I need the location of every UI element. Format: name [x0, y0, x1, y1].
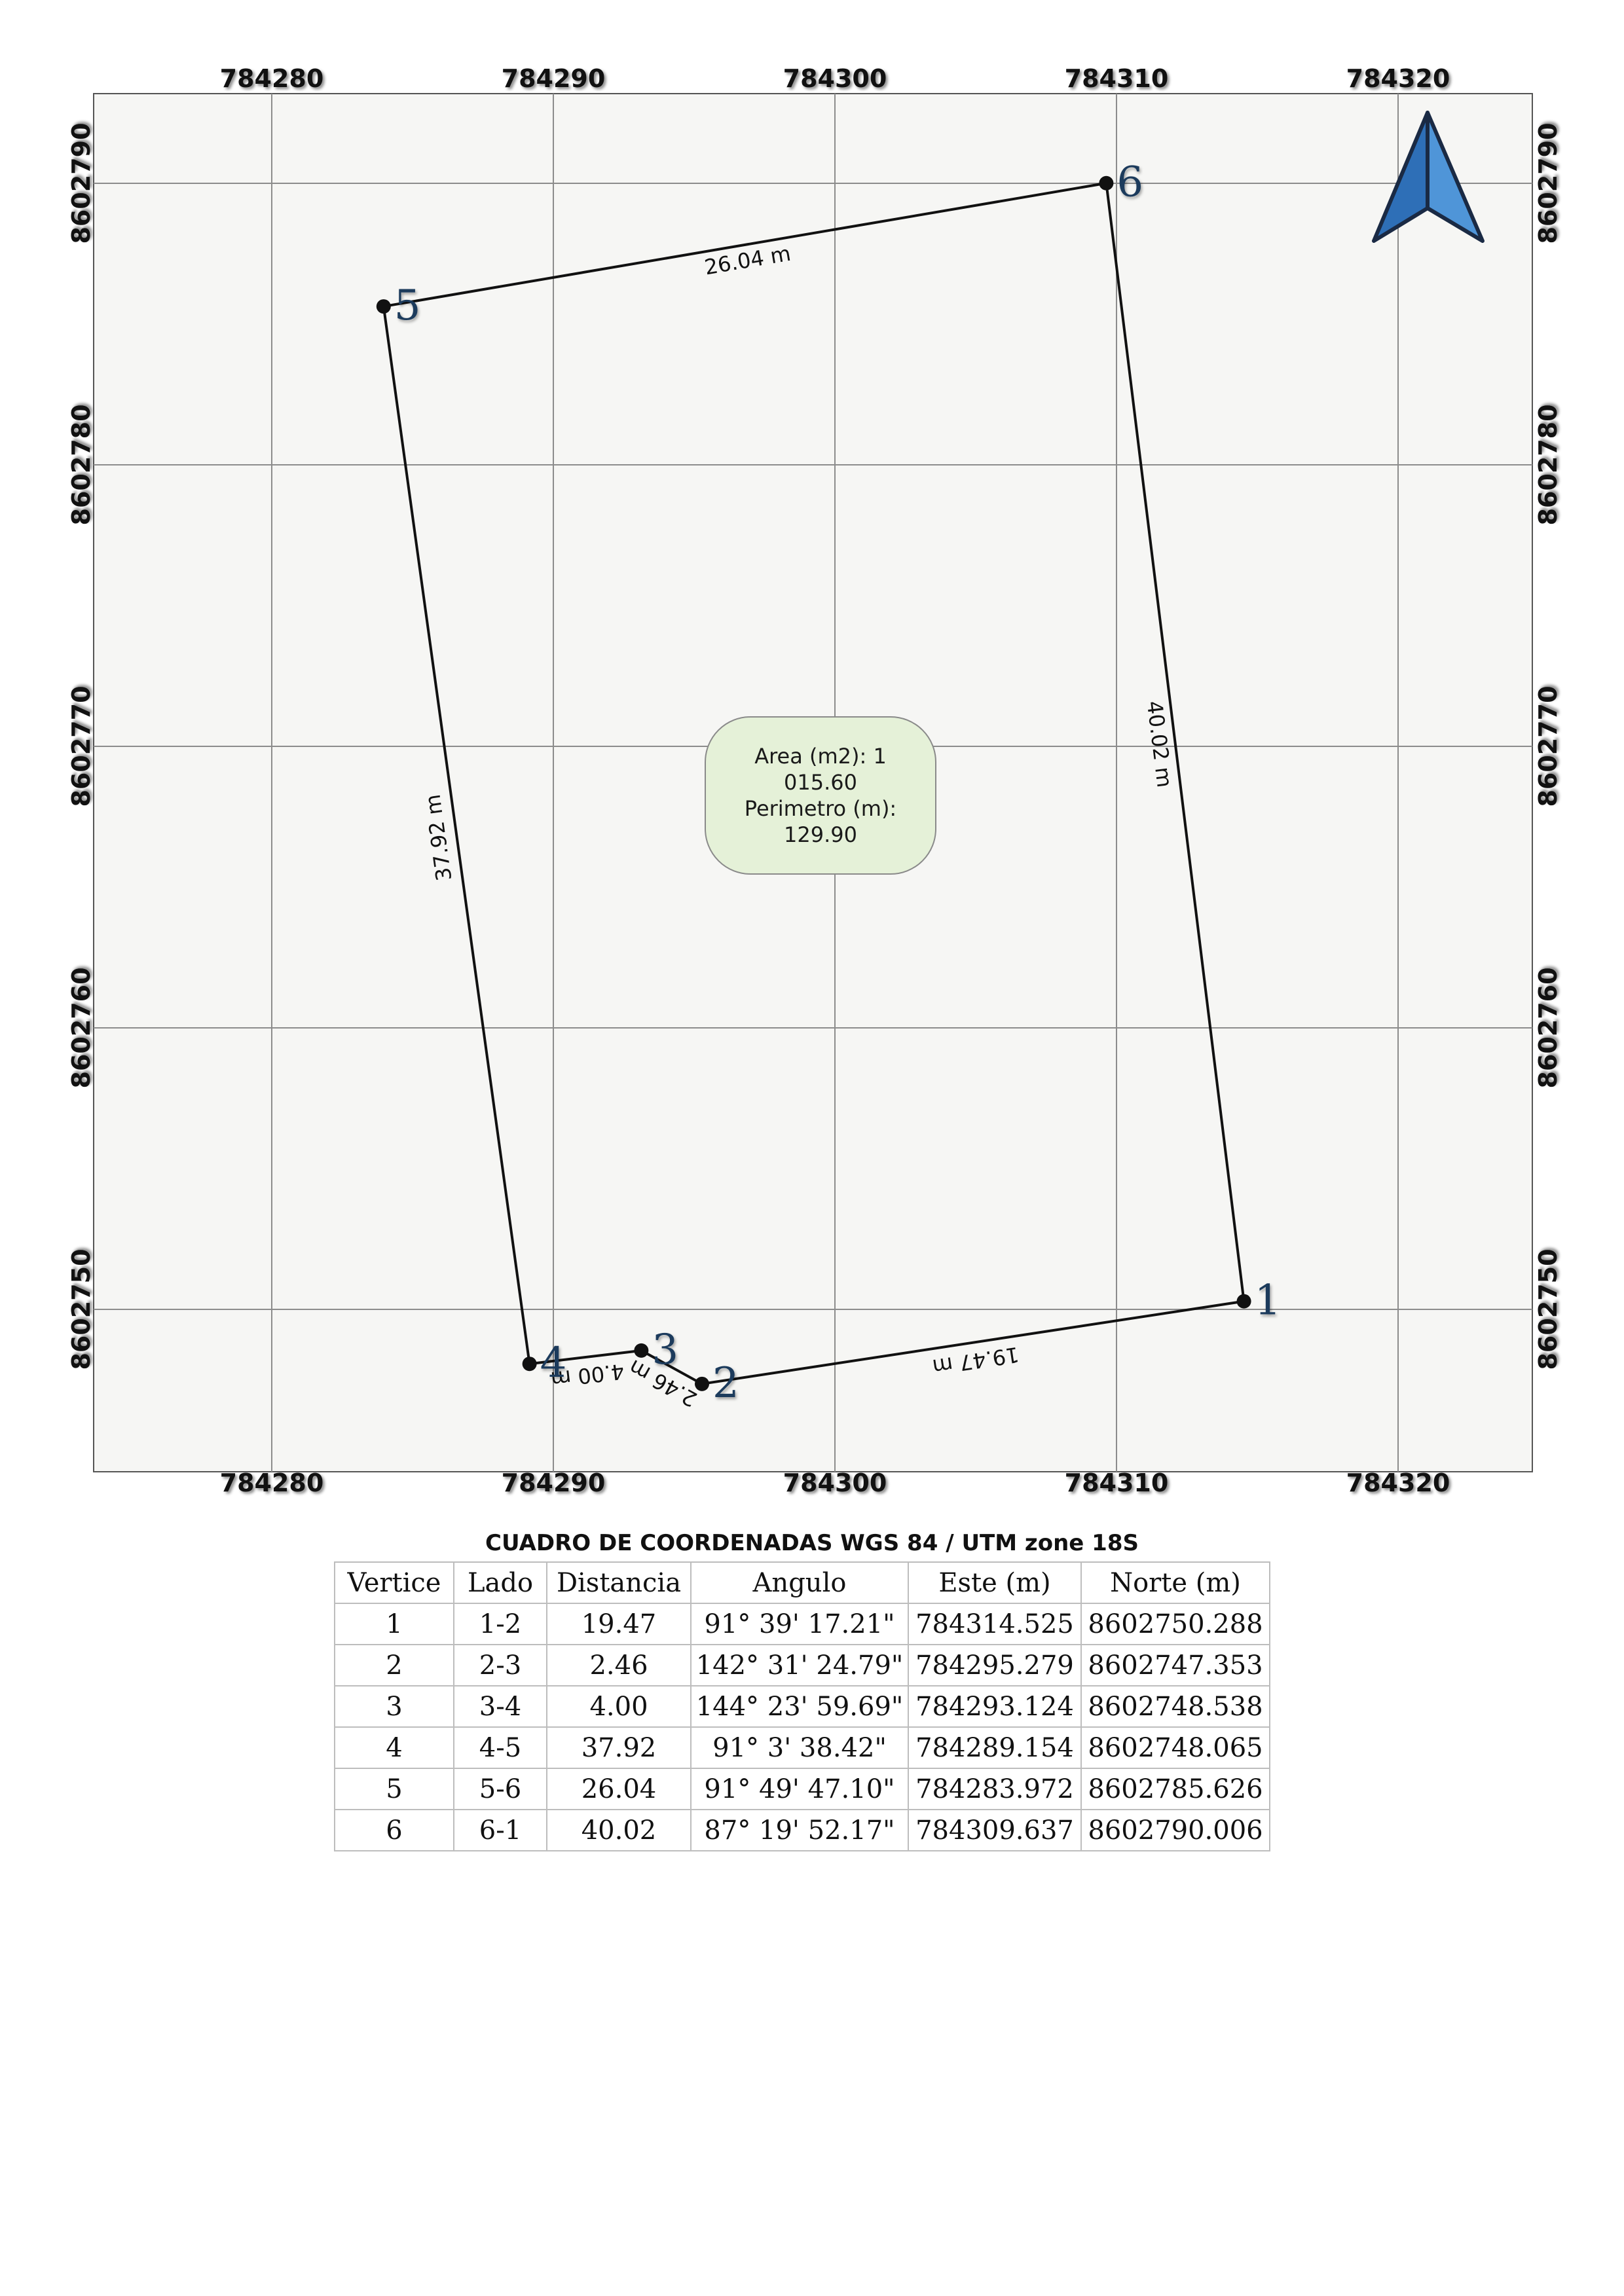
coordinates-table: Vertice Lado Distancia Angulo Este (m) N… — [334, 1561, 1270, 1851]
table-header-row: Vertice Lado Distancia Angulo Este (m) N… — [334, 1561, 1270, 1604]
cell-lado: 5-6 — [453, 1768, 547, 1810]
cell-distancia: 40.02 — [546, 1809, 692, 1851]
x-tick-label: 784310 — [1064, 1468, 1169, 1497]
vertex-point — [1236, 1294, 1251, 1309]
cell-norte: 8602790.006 — [1080, 1809, 1270, 1851]
vertex-label: 5 — [394, 282, 421, 330]
vertex-point — [1099, 175, 1114, 191]
header-vertice: Vertice — [334, 1561, 454, 1604]
header-angulo: Angulo — [690, 1561, 909, 1604]
north-arrow-icon — [1372, 111, 1485, 243]
cell-angulo: 142° 31' 24.79" — [690, 1644, 909, 1686]
cell-este: 784295.279 — [908, 1644, 1082, 1686]
y-tick-label: 8602770 — [1534, 685, 1562, 807]
cell-distancia: 4.00 — [546, 1685, 692, 1728]
table-row: 5 5-6 26.04 91° 49' 47.10" 784283.972 86… — [334, 1768, 1270, 1810]
vertex-point — [376, 299, 391, 314]
map-canvas: 19.47 m2.46 m4.00 m37.92 m26.04 m40.02 m… — [93, 93, 1533, 1472]
cell-vertice: 2 — [334, 1644, 454, 1686]
x-tick-label: 784280 — [219, 1468, 324, 1497]
cell-norte: 8602748.065 — [1080, 1726, 1270, 1769]
area-label-line2: 015.60 — [784, 770, 857, 795]
vertex-label: 1 — [1255, 1277, 1282, 1325]
perimeter-label-line1: Perimetro (m): — [744, 796, 897, 821]
x-tick-label: 784310 — [1064, 64, 1169, 93]
cell-lado: 3-4 — [453, 1685, 547, 1728]
table-row: 3 3-4 4.00 144° 23' 59.69" 784293.124 86… — [334, 1685, 1270, 1728]
header-distancia: Distancia — [546, 1561, 692, 1604]
header-norte: Norte (m) — [1080, 1561, 1270, 1604]
y-tick-label: 8602760 — [67, 967, 96, 1089]
cell-vertice: 5 — [334, 1768, 454, 1810]
cell-vertice: 4 — [334, 1726, 454, 1769]
header-este: Este (m) — [908, 1561, 1082, 1604]
table-row: 6 6-1 40.02 87° 19' 52.17" 784309.637 86… — [334, 1809, 1270, 1851]
cell-norte: 8602785.626 — [1080, 1768, 1270, 1810]
grid-lines — [94, 94, 1532, 1472]
x-tick-label: 784300 — [783, 1468, 887, 1497]
table-row: 2 2-3 2.46 142° 31' 24.79" 784295.279 86… — [334, 1644, 1270, 1686]
cell-lado: 6-1 — [453, 1809, 547, 1851]
table-row: 1 1-2 19.47 91° 39' 17.21" 784314.525 86… — [334, 1603, 1270, 1645]
cell-distancia: 19.47 — [546, 1603, 692, 1645]
x-tick-label: 784290 — [501, 64, 606, 93]
cell-vertice: 3 — [334, 1685, 454, 1728]
x-tick-label: 784290 — [501, 1468, 606, 1497]
cell-angulo: 144° 23' 59.69" — [690, 1685, 909, 1728]
x-tick-label: 784300 — [783, 64, 887, 93]
cell-angulo: 91° 49' 47.10" — [690, 1768, 909, 1810]
table-row: 4 4-5 37.92 91° 3' 38.42" 784289.154 860… — [334, 1726, 1270, 1769]
x-tick-label: 784280 — [219, 64, 324, 93]
y-tick-label: 8602790 — [1534, 122, 1562, 244]
vertex-label: 6 — [1116, 158, 1143, 207]
cell-norte: 8602750.288 — [1080, 1603, 1270, 1645]
vertex-point — [694, 1376, 709, 1391]
vertex-point — [634, 1343, 649, 1358]
vertex-label: 3 — [652, 1326, 678, 1374]
cell-este: 784314.525 — [908, 1603, 1082, 1645]
cell-vertice: 1 — [334, 1603, 454, 1645]
area-label-line1: Area (m2): 1 — [754, 744, 887, 769]
vertex-label: 4 — [540, 1339, 567, 1387]
y-tick-label: 8602770 — [67, 685, 96, 807]
table-title: CUADRO DE COORDENADAS WGS 84 / UTM zone … — [485, 1530, 1139, 1556]
cell-lado: 2-3 — [453, 1644, 547, 1686]
cell-distancia: 26.04 — [546, 1768, 692, 1810]
cell-este: 784283.972 — [908, 1768, 1082, 1810]
cell-este: 784309.637 — [908, 1809, 1082, 1851]
perimeter-label-line2: 129.90 — [784, 822, 857, 847]
vertex-label: 2 — [712, 1359, 739, 1408]
cell-lado: 1-2 — [453, 1603, 547, 1645]
cell-norte: 8602747.353 — [1080, 1644, 1270, 1686]
y-tick-label: 8602780 — [1534, 404, 1562, 526]
cell-este: 784293.124 — [908, 1685, 1082, 1728]
cell-lado: 4-5 — [453, 1726, 547, 1769]
area-perimeter-label: Area (m2): 1 015.60 Perimetro (m): 129.9… — [705, 716, 936, 875]
cell-este: 784289.154 — [908, 1726, 1082, 1769]
y-tick-label: 8602780 — [67, 404, 96, 526]
cell-distancia: 2.46 — [546, 1644, 692, 1686]
cell-vertice: 6 — [334, 1809, 454, 1851]
header-lado: Lado — [453, 1561, 547, 1604]
cell-angulo: 87° 19' 52.17" — [690, 1809, 909, 1851]
y-tick-label: 8602760 — [1534, 967, 1562, 1089]
cell-norte: 8602748.538 — [1080, 1685, 1270, 1728]
x-tick-label: 784320 — [1346, 1468, 1450, 1497]
cell-angulo: 91° 39' 17.21" — [690, 1603, 909, 1645]
cell-angulo: 91° 3' 38.42" — [690, 1726, 909, 1769]
y-tick-label: 8602790 — [67, 122, 96, 244]
x-tick-label: 784320 — [1346, 64, 1450, 93]
vertex-point — [522, 1357, 537, 1372]
y-tick-label: 8602750 — [67, 1248, 96, 1370]
y-tick-label: 8602750 — [1534, 1248, 1562, 1370]
cell-distancia: 37.92 — [546, 1726, 692, 1769]
